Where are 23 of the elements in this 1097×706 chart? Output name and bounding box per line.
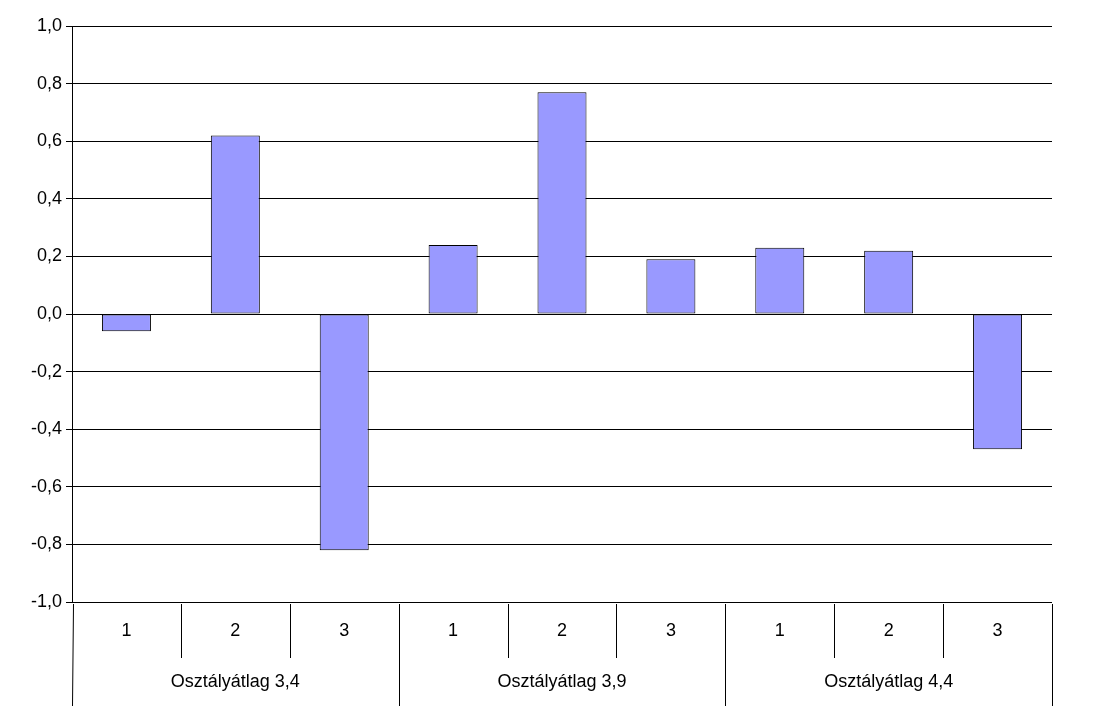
x-tick-label: 1 bbox=[774, 619, 785, 640]
y-tick-label: -0,2 bbox=[30, 360, 62, 381]
y-tick-label: 1,0 bbox=[36, 14, 62, 35]
text: Osztályátlag 3,9 bbox=[497, 670, 627, 691]
x-tick-label: 2 bbox=[556, 619, 568, 640]
text: Osztályátlag 3,4 bbox=[170, 670, 300, 691]
y-tick-label: 0,0 bbox=[36, 302, 62, 323]
x-tick-label: 3 bbox=[339, 619, 350, 640]
y-tick-label: -1,0 bbox=[30, 590, 62, 611]
x-tick-label: 3 bbox=[665, 619, 676, 640]
x-tick-label: 2 bbox=[230, 619, 241, 640]
y-tick-label: -0,4 bbox=[30, 418, 62, 439]
y-tick-label: 0,4 bbox=[36, 187, 62, 208]
y-tick-label: 0,8 bbox=[36, 72, 62, 93]
text: Osztályátlag 4,4 bbox=[824, 670, 954, 691]
x-tick-label: 3 bbox=[992, 619, 1003, 640]
y-tick-label: 0,6 bbox=[36, 130, 62, 151]
x-tick-label: 2 bbox=[883, 619, 894, 640]
y-tick-label: 0,2 bbox=[36, 245, 62, 266]
x-tick-label: 1 bbox=[448, 619, 459, 640]
y-tick-label: -0,8 bbox=[30, 533, 62, 554]
y-tick-label: -0,6 bbox=[30, 475, 62, 496]
x-tick-label: 1 bbox=[121, 619, 132, 640]
